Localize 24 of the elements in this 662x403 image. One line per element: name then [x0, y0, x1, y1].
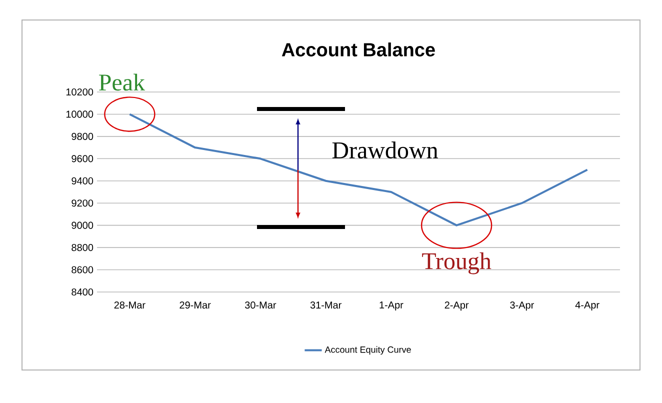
chart-title: Account Balance — [282, 42, 435, 56]
y-tick-label: 9200 — [72, 200, 94, 207]
x-tick-label: 31-Mar — [310, 302, 342, 309]
y-tick-label: 8600 — [72, 266, 94, 274]
x-tick-label: 3-Apr — [510, 302, 534, 311]
y-tick-label: 8800 — [72, 244, 94, 252]
y-tick-label: 9400 — [72, 177, 94, 184]
x-tick-label: 28-Mar — [114, 302, 146, 309]
legend-label: Account Equity Curve — [324, 346, 411, 355]
x-tick-label: 30-Mar — [244, 302, 276, 309]
x-tick-label: 2-Apr — [444, 302, 469, 311]
x-tick-label: 1-Apr — [380, 302, 404, 310]
y-tick-label: 10200 — [66, 88, 94, 96]
y-tick-label: 8400 — [72, 288, 94, 296]
annotation: Drawdown — [332, 142, 438, 158]
line-series — [128, 113, 588, 226]
annotation: Trough — [422, 252, 492, 274]
y-tick-label: 10000 — [66, 110, 94, 118]
y-tick-label: 9600 — [72, 155, 94, 162]
y-tick-label: 9800 — [72, 132, 94, 140]
annotation: Peak — [99, 74, 146, 91]
x-tick-label: 4-Apr — [575, 302, 600, 310]
x-tick-label: 29-Mar — [180, 302, 211, 309]
y-tick-label: 9000 — [72, 222, 94, 229]
